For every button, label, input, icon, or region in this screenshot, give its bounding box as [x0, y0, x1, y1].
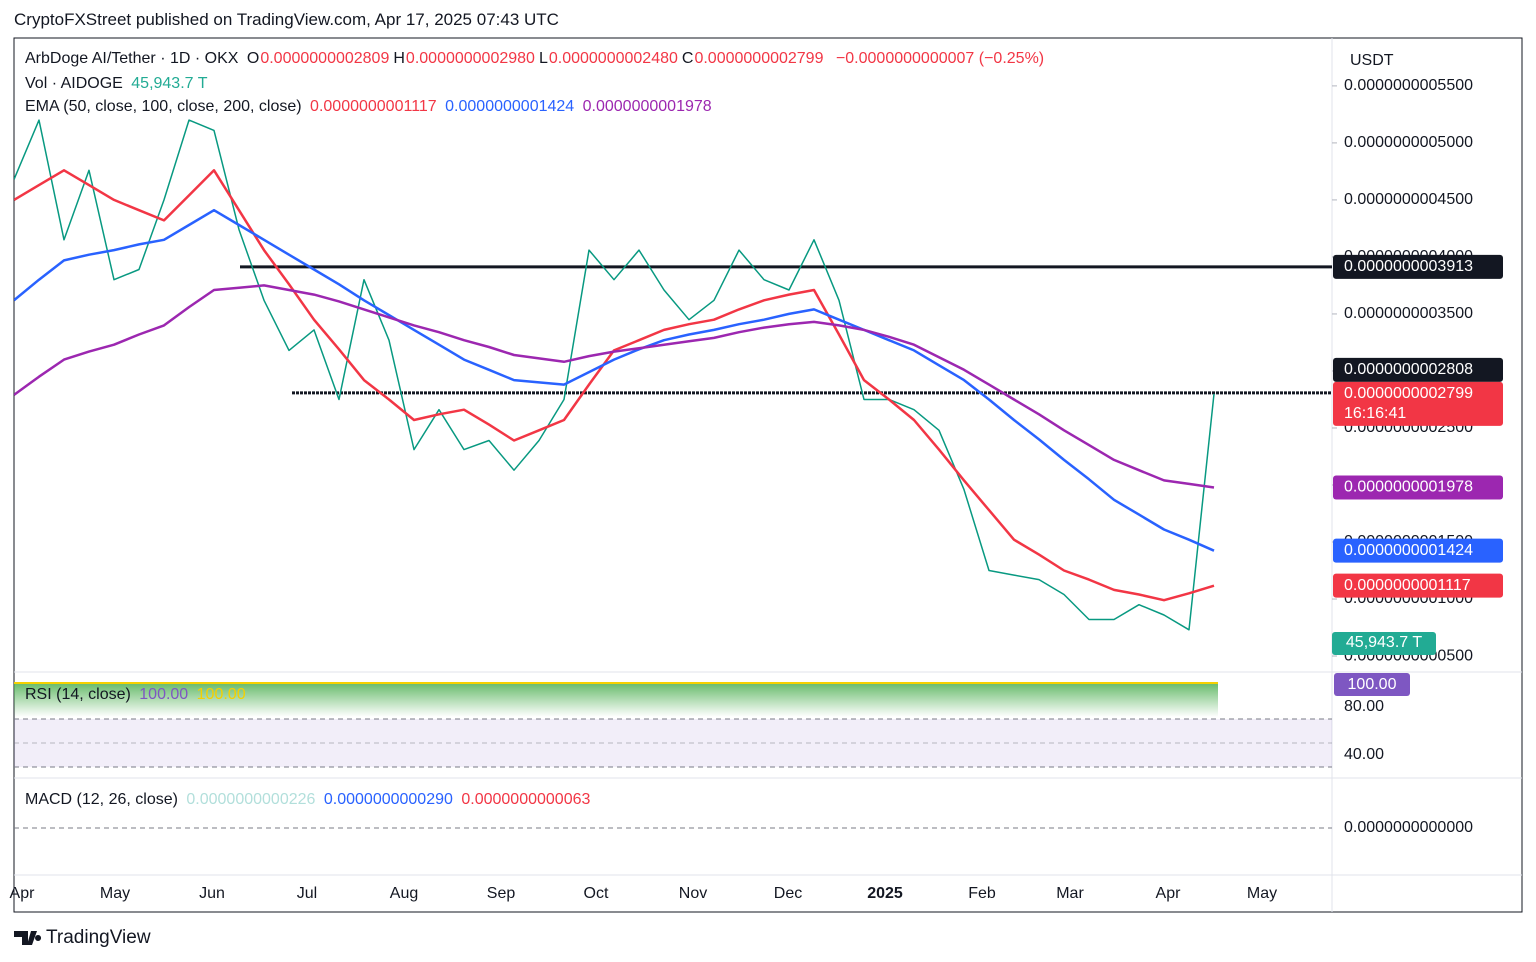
- axis: 0.0000000005500 0.0000000005000 0.00000000…: [10, 77, 1503, 902]
- ema-name: EMA (50, close, 100, close, 200, close): [25, 98, 302, 115]
- price-line: [14, 119, 1215, 631]
- rsi-fill: [14, 683, 1218, 717]
- macd-value: 0.0000000000063: [461, 791, 591, 808]
- x-tick-label: May: [100, 885, 130, 902]
- legend-symbol-row: ArbDoge AI/Tether · 1D · OKX O0.00000000…: [25, 50, 1048, 68]
- macd-title: MACD (12, 26, close): [25, 791, 178, 808]
- volume-value: 45,943.7 T: [1346, 634, 1422, 651]
- y-tick-label: 0.0000000004500: [1344, 191, 1473, 208]
- ohlc: O0.0000000002809 H0.0000000002980 L0.00000…: [247, 50, 828, 67]
- rsi-value: 100.00: [196, 686, 246, 703]
- x-tick-label: 2025: [867, 885, 903, 902]
- macd-value: 0.0000000000290: [323, 791, 453, 808]
- rsi-value: 100.00: [1348, 676, 1397, 693]
- ohlc-key: O: [246, 50, 260, 67]
- ema-line: [14, 208, 1215, 552]
- volume-box: [1332, 632, 1436, 655]
- x-tick-label: Feb: [968, 885, 996, 902]
- price-label-box: [1333, 381, 1503, 426]
- price-label: 0.0000000001424: [1344, 542, 1473, 559]
- price-label-box: [1333, 357, 1503, 382]
- macd-value: 0.0000000000226: [186, 791, 316, 808]
- x-tick-label: Aug: [390, 885, 418, 902]
- ohlc-key: C: [681, 50, 694, 67]
- x-tick-label: Apr: [10, 885, 36, 902]
- ema-value: 0.0000000001424: [445, 98, 575, 115]
- volume-name: Vol · AIDOGE: [25, 75, 123, 92]
- symbol: ArbDoge AI/Tether · 1D · OKX: [25, 50, 239, 67]
- currency: USDT: [1350, 52, 1394, 69]
- price-label-box: [1333, 475, 1503, 500]
- x-tick-label: Jul: [297, 885, 317, 902]
- price-label-box: [1333, 573, 1503, 598]
- footer: TradingView: [46, 927, 151, 948]
- x-tick-label: Oct: [584, 885, 609, 902]
- x-tick-label: Nov: [679, 885, 707, 902]
- legend-rsi-row: RSI (14, close) 100.00 100.00: [25, 686, 250, 704]
- plot: [14, 119, 1332, 631]
- x-tick-label: Jun: [199, 885, 225, 902]
- x-tick-label: May: [1247, 885, 1277, 902]
- y-tick-label: 0.0000000005000: [1344, 134, 1473, 151]
- ohlc-value: 0.0000000002480: [548, 50, 678, 67]
- legend-macd-row: MACD (12, 26, close) 0.0000000000226 0.0…: [25, 791, 594, 809]
- ohlc-key: L: [538, 50, 548, 67]
- frame: [13, 37, 1523, 913]
- ohlc-value: 0.0000000002980: [405, 50, 535, 67]
- header: CryptoFXStreet published on TradingView.…: [14, 10, 559, 29]
- y-tick-label: 0.0000000005500: [1344, 77, 1473, 94]
- volume-value: 45,943.7 T: [131, 75, 208, 92]
- rsi-value: 100.00: [139, 686, 189, 703]
- ohlc-value: 0.0000000002799: [694, 50, 824, 67]
- ohlc-value: 0.0000000002809: [260, 50, 390, 67]
- x-tick-label: Apr: [1156, 885, 1182, 902]
- price-label: 0.0000000003913: [1344, 258, 1473, 275]
- legend-volume-row: Vol · AIDOGE 45,943.7 T: [25, 75, 211, 93]
- macd-tick: 0.0000000000000: [1344, 819, 1473, 836]
- rsi-title: RSI (14, close): [25, 686, 131, 703]
- price-label: 0.0000000002799: [1344, 385, 1473, 402]
- ohlc-key: H: [393, 50, 405, 67]
- rsi-tick: 40.00: [1344, 746, 1384, 763]
- price-label-box: [1333, 538, 1503, 563]
- price-label: 0.0000000001978: [1344, 479, 1473, 496]
- x-tick-label: Mar: [1056, 885, 1084, 902]
- ema-line: [14, 284, 1215, 489]
- ema-value: 0.0000000001117: [310, 98, 437, 115]
- price-label-box: [1333, 254, 1503, 279]
- logo: [14, 931, 42, 945]
- ema-value: 0.0000000001978: [582, 98, 712, 115]
- price-label: 0.0000000002808: [1344, 361, 1473, 378]
- x-tick-label: Sep: [487, 885, 516, 902]
- price-label: 0.0000000001117: [1344, 577, 1471, 594]
- rsi-tick: 80.00: [1344, 698, 1384, 715]
- y-tick-label: 0.0000000003500: [1344, 305, 1473, 322]
- countdown: 16:16:41: [1344, 405, 1406, 422]
- x-tick-label: Dec: [774, 885, 802, 902]
- legend-ema-row: EMA (50, close, 100, close, 200, close) …: [25, 98, 716, 116]
- change: −0.0000000000007 (−0.25%): [835, 50, 1045, 67]
- rsi-value-box: [1334, 673, 1410, 696]
